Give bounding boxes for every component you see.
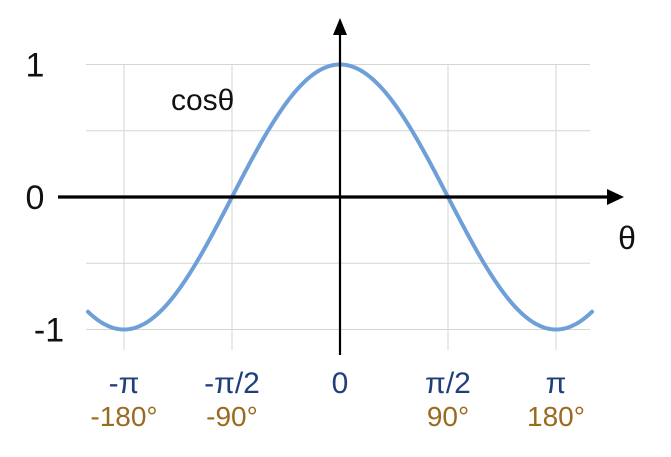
x-degree-tick-label: -90° bbox=[206, 401, 258, 432]
x-radian-tick-label: π bbox=[546, 367, 567, 400]
axis-layer bbox=[58, 18, 624, 355]
x-radian-tick-label: -π/2 bbox=[204, 367, 260, 400]
x-axis-label: θ bbox=[618, 220, 636, 256]
function-label: cosθ bbox=[171, 84, 234, 117]
y-tick-label: 0 bbox=[26, 179, 45, 217]
x-degree-tick-label: 180° bbox=[527, 401, 585, 432]
y-tick-label: -1 bbox=[34, 312, 64, 350]
x-axis-arrowhead bbox=[607, 189, 624, 205]
y-axis-arrowhead bbox=[333, 18, 347, 35]
x-degree-tick-label: 90° bbox=[427, 401, 469, 432]
x-radian-tick-label: -π bbox=[109, 367, 140, 400]
x-radian-tick-label: π/2 bbox=[425, 367, 471, 400]
y-tick-label: 1 bbox=[26, 47, 45, 85]
x-radian-tick-label: 0 bbox=[332, 367, 349, 400]
x-degree-tick-label: -180° bbox=[90, 401, 157, 432]
